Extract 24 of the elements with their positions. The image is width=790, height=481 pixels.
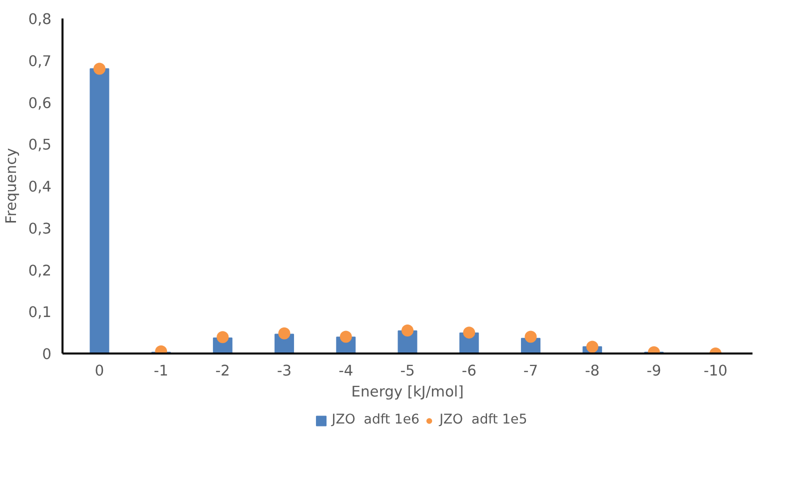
y-tick-label: 0,4 bbox=[28, 178, 52, 196]
y-tick-label: 0,2 bbox=[28, 262, 52, 280]
x-tick-label: -6 bbox=[462, 362, 476, 380]
x-tick-label: -8 bbox=[585, 362, 600, 380]
legend-label: JZO adft 1e6 bbox=[332, 412, 420, 428]
x-tick-label: -5 bbox=[400, 362, 415, 380]
x-axis-title: Energy [kJ/mol] bbox=[351, 384, 464, 400]
y-tick-label: 0,8 bbox=[28, 11, 52, 28]
y-tick-label: 0,1 bbox=[28, 304, 52, 322]
x-tick-label: -1 bbox=[154, 362, 168, 380]
y-tick-label: 0,7 bbox=[28, 52, 52, 70]
y-axis-title: Frequency bbox=[3, 148, 20, 224]
legend-label: JZO adft 1e5 bbox=[440, 412, 528, 428]
x-tick-label: -4 bbox=[338, 362, 354, 380]
x-tick-label: -3 bbox=[276, 362, 292, 380]
y-tick-label: 0,6 bbox=[28, 94, 52, 112]
x-tick-label: 0 bbox=[94, 362, 104, 380]
x-tick-label: -2 bbox=[215, 362, 230, 380]
y-tick-label: 0 bbox=[42, 346, 52, 363]
x-tick-label: -7 bbox=[523, 362, 538, 380]
y-tick-label: 0,5 bbox=[28, 136, 52, 154]
y-tick-label: 0,3 bbox=[28, 220, 52, 238]
x-tick-label: -9 bbox=[646, 362, 662, 380]
x-tick-label: -10 bbox=[704, 362, 728, 380]
